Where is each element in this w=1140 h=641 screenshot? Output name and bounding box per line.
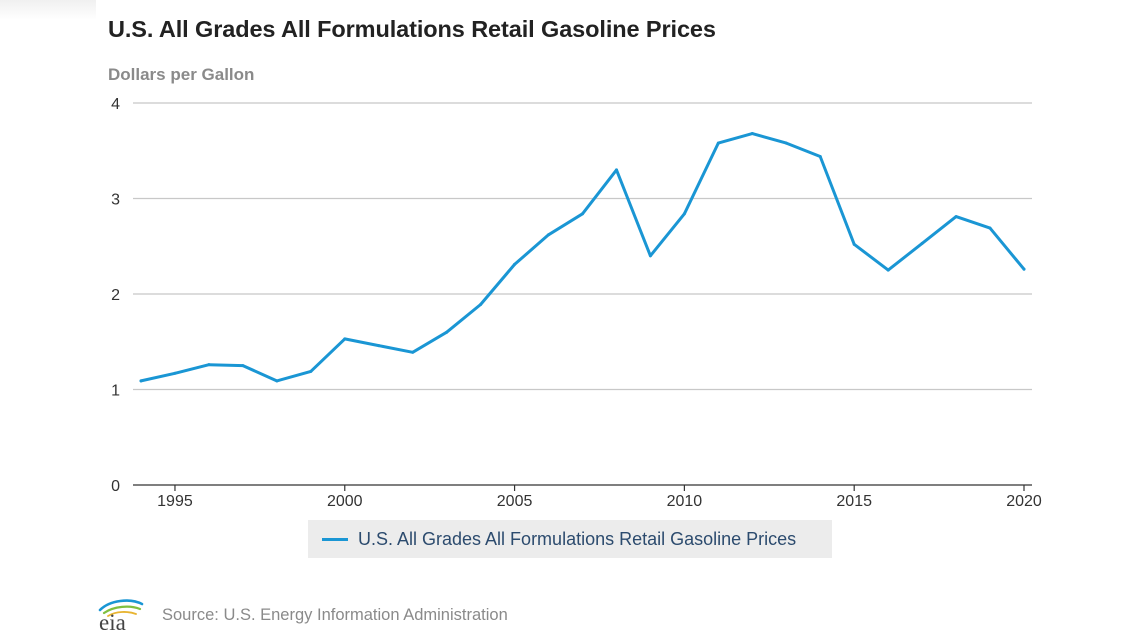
svg-text:eia: eia [99, 610, 126, 632]
y-axis-unit-label: Dollars per Gallon [108, 65, 255, 84]
data-point-2016[interactable] [886, 268, 890, 272]
data-point-2020[interactable] [1022, 267, 1026, 271]
data-point-2019[interactable] [988, 226, 992, 230]
legend-label: U.S. All Grades All Formulations Retail … [358, 528, 797, 549]
chart-title: U.S. All Grades All Formulations Retail … [108, 16, 716, 42]
corner-shade [0, 0, 96, 20]
data-point-1998[interactable] [275, 379, 279, 383]
data-point-1995[interactable] [173, 371, 177, 375]
data-point-2010[interactable] [682, 212, 686, 216]
data-point-1997[interactable] [241, 364, 245, 368]
gridlines [133, 102, 1032, 391]
x-tick-label: 2005 [497, 493, 533, 510]
x-tick-label: 2020 [1006, 493, 1042, 510]
data-point-2015[interactable] [852, 242, 856, 246]
data-point-2003[interactable] [445, 330, 449, 334]
y-tick-label: 1 [111, 383, 120, 400]
data-point-2009[interactable] [648, 254, 652, 258]
y-tick-label: 2 [111, 287, 120, 304]
data-point-2014[interactable] [818, 154, 822, 158]
x-tick-label: 1995 [157, 493, 193, 510]
series-line-0[interactable] [139, 132, 1026, 383]
data-point-1999[interactable] [309, 369, 313, 373]
data-point-1996[interactable] [207, 363, 211, 367]
x-tick-label: 2000 [327, 493, 363, 510]
data-point-1994[interactable] [139, 379, 143, 383]
y-tick-label: 4 [111, 96, 120, 113]
data-point-2011[interactable] [716, 141, 720, 145]
x-tick-label: 2015 [836, 493, 872, 510]
data-point-2008[interactable] [614, 168, 618, 172]
footer: eia Source: U.S. Energy Information Admi… [96, 598, 508, 632]
data-point-2013[interactable] [784, 141, 788, 145]
data-point-2007[interactable] [581, 212, 584, 216]
legend[interactable]: U.S. All Grades All Formulations Retail … [308, 520, 832, 558]
series-group [139, 132, 1026, 383]
y-tick-label: 0 [111, 478, 120, 495]
data-point-2005[interactable] [513, 262, 517, 266]
data-point-2001[interactable] [377, 344, 381, 348]
source-note: Source: U.S. Energy Information Administ… [162, 605, 508, 624]
data-point-2000[interactable] [343, 337, 347, 341]
data-point-2002[interactable] [411, 350, 415, 354]
y-tick-label: 3 [111, 192, 120, 209]
legend-swatch [322, 537, 348, 541]
x-tick-label: 2010 [667, 493, 703, 510]
data-point-2018[interactable] [954, 215, 958, 219]
data-point-2006[interactable] [547, 233, 551, 237]
data-point-2012[interactable] [750, 132, 754, 136]
data-point-2017[interactable] [920, 241, 924, 245]
data-point-2004[interactable] [479, 303, 483, 307]
y-axis-ticks: 0 1 2 3 4 [111, 96, 120, 495]
x-axis: 1995 2000 2005 2010 2015 2020 [133, 484, 1042, 510]
eia-logo-icon: eia [98, 599, 144, 632]
